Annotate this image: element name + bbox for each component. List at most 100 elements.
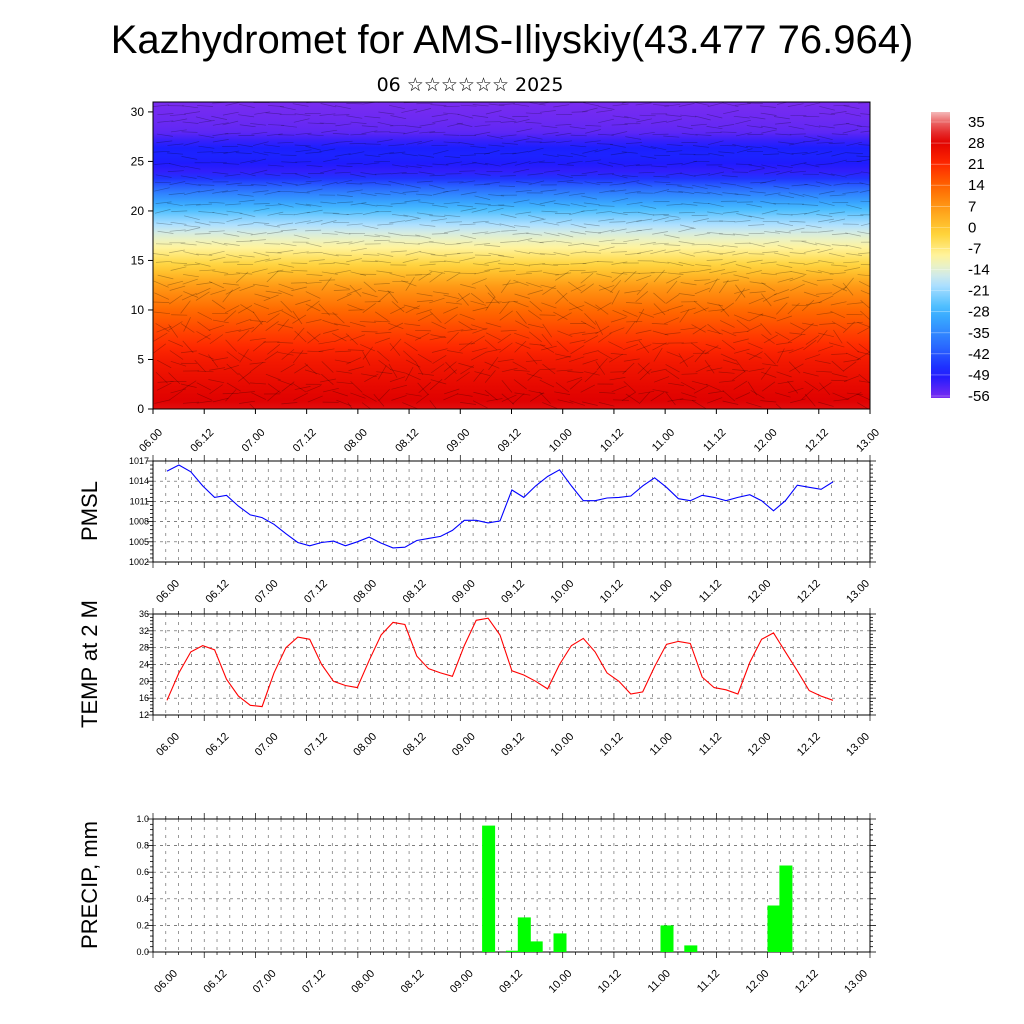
temp-2m-xtick-label: 09.00: [450, 731, 478, 759]
chart-title: Kazhydromet for AMS-Iliyskiy(43.477 76.9…: [110, 18, 914, 62]
temp-2m-xtick-label: 08.00: [351, 731, 379, 759]
cross-section-xtick-label: 10.12: [598, 427, 626, 455]
pmsl-xtick-label: 09.12: [499, 578, 527, 606]
tp-ytick-label: 12: [139, 710, 149, 720]
pm-ytick-label: 1014: [129, 476, 149, 486]
cross-section-panel: 0 5 10 15 20 25 30 06.00 06.12 07.00 07.12 08.00 08.…: [131, 101, 882, 455]
pr-ytick-label: 0.0: [136, 947, 149, 957]
colorbar-label: -28: [968, 304, 990, 321]
temp-2m-xtick-label: 06.00: [154, 731, 182, 759]
temp-2m-xtick-label: 12.00: [746, 731, 774, 759]
precip-xtick-label: 12.12: [793, 968, 821, 996]
cross-section-ytick-label: 25: [131, 154, 145, 168]
pr-ytick-label: 0.8: [136, 841, 149, 851]
precip-bar: [553, 933, 567, 952]
pr-ytick-label: 0.4: [136, 894, 149, 904]
cross-section-xtick-label: 10.00: [547, 427, 575, 455]
precip-xtick-label: 13.00: [842, 968, 870, 996]
pr-ylabel: PRECIP, mm: [77, 821, 102, 949]
pm-ytick-label: 1008: [129, 517, 149, 527]
chart-subtitle: 06 ☆☆☆☆☆☆ 2025: [376, 74, 564, 96]
precip-xtick-label: 09.00: [448, 968, 476, 996]
colorbar-label: 21: [968, 156, 985, 173]
precip-bar: [529, 941, 543, 952]
pm-ytick-label: 1005: [129, 537, 149, 547]
precip-bar: [684, 945, 698, 952]
precip-bar: [660, 925, 674, 952]
cross-section-xtick-label: 11.00: [650, 427, 677, 454]
temp-2m-series-line: [166, 617, 834, 708]
colorbar-label: 35: [968, 114, 985, 131]
pm-ytick-label: 1002: [129, 557, 149, 567]
tp-ylabel: TEMP at 2 M: [77, 600, 102, 728]
pmsl-xtick-label: 12.12: [795, 578, 823, 606]
cross-section-xtick-label: 07.12: [291, 427, 319, 455]
precip-xtick-label: 11.00: [646, 968, 673, 995]
pmsl-xtick-label: 10.12: [598, 578, 626, 606]
cross-section-xtick-label: 09.00: [444, 427, 472, 455]
precip-xtick-label: 07.00: [251, 968, 279, 996]
tp-ytick-label: 24: [139, 660, 149, 670]
cross-section-field: [153, 102, 870, 409]
precip-xtick-label: 08.00: [349, 968, 377, 996]
colorbar-label: -21: [968, 283, 990, 300]
precip-bar: [505, 950, 519, 952]
tp-ytick-label: 36: [139, 609, 149, 619]
cross-section-xtick-label: 08.12: [393, 427, 421, 455]
precip-bar: [482, 825, 496, 952]
precip-bar: [779, 865, 793, 952]
wind-barb-layer: [153, 102, 870, 409]
colorbar-label: -7: [968, 240, 981, 257]
cross-section-xtick-label: 07.00: [240, 427, 268, 455]
temp-2m-xtick-label: 10.00: [548, 731, 576, 759]
colorbar-label: -35: [968, 325, 990, 342]
cross-section-ytick-label: 10: [131, 303, 145, 317]
colorbar-label: 28: [968, 135, 985, 152]
cross-section-xtick-label: 06.00: [137, 427, 165, 455]
temp-2m-xtick-label: 09.12: [499, 731, 527, 759]
cross-section-xtick-label: 06.12: [188, 427, 216, 455]
pm-ylabel: PMSL: [77, 481, 102, 541]
tp-ytick-label: 32: [139, 626, 149, 636]
temp-2m-xtick-label: 07.00: [253, 731, 281, 759]
precip-xtick-label: 10.00: [546, 968, 574, 996]
pmsl-xtick-label: 12.00: [746, 578, 774, 606]
precip-bar: [517, 917, 531, 952]
colorbar-label: -42: [968, 346, 990, 363]
temp-2m-xtick-label: 10.12: [598, 731, 626, 759]
pmsl-xtick-label: 08.00: [351, 578, 379, 606]
pm-ytick-label: 1017: [129, 456, 149, 466]
colorbar-label: 14: [968, 177, 985, 194]
tp-ytick-label: 28: [139, 643, 149, 653]
colorbar-swatch: [931, 112, 950, 398]
cross-section-xtick-label: 11.12: [701, 427, 728, 454]
pmsl-xtick-label: 07.12: [302, 578, 330, 606]
pm-ytick-label: 1011: [130, 496, 149, 506]
pmsl-xtick-label: 08.12: [401, 578, 429, 606]
cross-section-ytick-label: 30: [131, 105, 145, 119]
pmsl-panel: 1002 1005 1008 1011 1014 1017 PMSL 06.00 06.12 07…: [77, 455, 876, 606]
cross-section-xtick-label: 08.00: [342, 427, 370, 455]
temp-2m-xtick-label: 12.12: [795, 731, 823, 759]
temp-2m-xtick-label: 06.12: [203, 731, 231, 759]
pr-ytick-label: 0.6: [136, 867, 149, 877]
precip-bar: [767, 905, 781, 952]
precip-xtick-label: 12.00: [744, 968, 772, 996]
pmsl-xtick-label: 07.00: [253, 578, 281, 606]
colorbar: 35 28 21 14 7 0 -7 -14 -21 -28 -35 -42 -49 -56: [931, 112, 990, 405]
colorbar-label: -56: [968, 388, 990, 405]
cross-section-ytick-label: 15: [131, 253, 145, 267]
cross-section-xtick-label: 09.12: [496, 427, 524, 455]
precip-xtick-label: 06.00: [152, 968, 180, 996]
cross-section-ytick-label: 0: [137, 402, 144, 416]
precip-xtick-label: 11.12: [695, 968, 722, 995]
precip-xtick-label: 07.12: [300, 968, 328, 996]
precip-xtick-label: 10.12: [596, 968, 624, 996]
temp-2m-xtick-label: 07.12: [302, 731, 330, 759]
cross-section-xtick-label: 12.12: [803, 427, 831, 455]
temp-2m-xtick-label: 13.00: [844, 731, 872, 759]
precip-xtick-label: 08.12: [399, 968, 427, 996]
precip-xtick-label: 06.12: [201, 968, 229, 996]
temp-2m-xtick-label: 08.12: [401, 731, 429, 759]
